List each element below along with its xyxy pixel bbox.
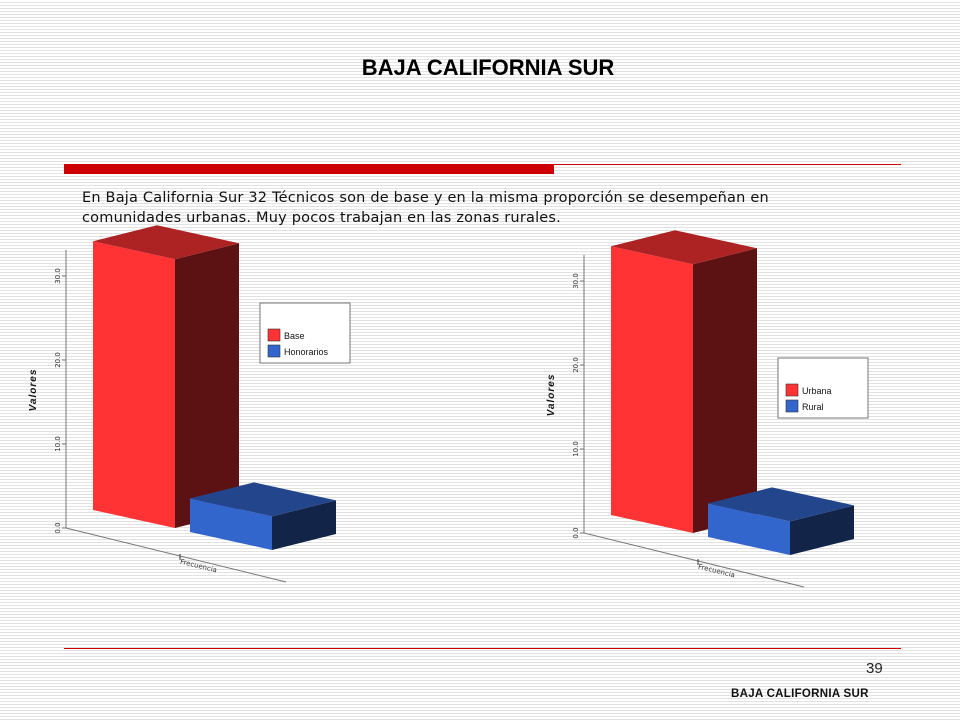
bar-front xyxy=(93,241,175,528)
bar-side xyxy=(175,243,239,528)
legend-label-rural: Rural xyxy=(802,402,824,412)
chart-base-honorarios: 0.010.020.030.0ValoresFrecuenciaBaseHono… xyxy=(28,225,351,583)
accent-bar xyxy=(64,164,554,174)
y-tick-label: 0.0 xyxy=(54,522,62,533)
bar-rural xyxy=(708,487,854,555)
y-tick-label: 30.0 xyxy=(572,273,580,289)
legend-swatch-base xyxy=(267,328,281,342)
legend-label-honorarios: Honorarios xyxy=(284,347,329,357)
bar-front xyxy=(190,498,272,550)
divider-top xyxy=(554,164,901,165)
bar-top xyxy=(190,482,336,517)
chart-urbana-rural: 0.010.020.030.0ValoresFrecuenciaUrbanaRu… xyxy=(546,230,869,588)
bar-top xyxy=(93,225,239,260)
page-title: BAJA CALIFORNIA SUR xyxy=(361,55,615,80)
legend-swatch-urbana xyxy=(785,383,799,397)
bar-honorarios xyxy=(190,482,336,550)
x-axis xyxy=(65,527,287,583)
legend: Base Honorarios xyxy=(259,302,351,364)
y-axis-label: Valores xyxy=(546,374,557,417)
bar-side xyxy=(272,500,336,550)
x-axis xyxy=(583,532,805,588)
bar-top xyxy=(708,487,854,522)
legend: Urbana Rural xyxy=(777,357,869,419)
bar-front xyxy=(611,246,693,533)
y-tick-label: 20.0 xyxy=(572,357,580,373)
page-number: 39 xyxy=(866,660,883,677)
y-tick-label: 10.0 xyxy=(54,436,62,452)
footer-label: BAJA CALIFORNIA SUR xyxy=(731,688,869,700)
y-axis-label: Valores xyxy=(28,369,39,412)
bar-front xyxy=(708,503,790,555)
y-tick-label: 20.0 xyxy=(54,352,62,368)
y-tick-label: 30.0 xyxy=(54,268,62,284)
bar-side xyxy=(693,248,757,533)
bar-base xyxy=(93,225,239,528)
legend-swatch-honorarios xyxy=(267,344,281,358)
bar-urbana xyxy=(611,230,757,533)
description-text: En Baja California Sur 32 Técnicos son d… xyxy=(82,190,769,226)
bar-side xyxy=(790,505,854,555)
bar-top xyxy=(611,230,757,265)
divider-bottom xyxy=(64,648,901,649)
legend-swatch-rural xyxy=(785,399,799,413)
legend-label-urbana: Urbana xyxy=(802,386,832,396)
y-tick-label: 10.0 xyxy=(572,441,580,457)
y-tick-label: 0.0 xyxy=(572,527,580,538)
legend-label-base: Base xyxy=(284,331,305,341)
